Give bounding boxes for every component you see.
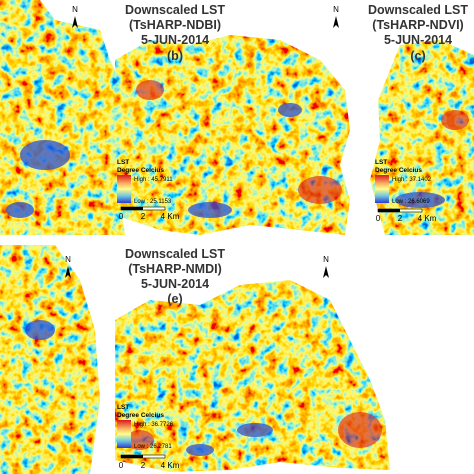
legend-high: High : 36.7726 <box>134 422 174 428</box>
title-line: (TsHARP-NDBI) <box>129 18 221 32</box>
legend-title: LST <box>117 159 129 166</box>
scale-label: 2 <box>141 461 146 470</box>
scale-label: 0 <box>119 461 124 470</box>
panel-label: (c) <box>410 49 425 63</box>
north-label: N <box>323 255 329 264</box>
title-line: Downscaled LST <box>125 247 225 261</box>
scale-label: 2 <box>141 212 146 221</box>
water <box>6 103 445 456</box>
scale-label: 4 Km <box>161 212 180 221</box>
legend-subtitle: Degree Celcius <box>375 167 422 174</box>
panel-label: (b) <box>167 49 183 63</box>
scale-label: 4 Km <box>418 214 437 223</box>
legend-low: Low : 25.1153 <box>134 199 172 205</box>
panel-b-text: Downscaled LST (TsHARP-NDBI) 5-JUN-2014 … <box>117 3 225 221</box>
scale-label: 4 Km <box>161 461 180 470</box>
legend-low: Low : 26.6069 <box>392 199 430 205</box>
title-line: 5-JUN-2014 <box>141 277 209 291</box>
legend-high: High : 45.7911 <box>134 177 173 183</box>
north-label: N <box>72 5 78 14</box>
north-label: N <box>333 5 339 14</box>
scale-label: 2 <box>398 214 403 223</box>
title-line: Downscaled LST <box>368 3 468 17</box>
title-line: (TsHARP-NDVI) <box>372 18 463 32</box>
title-line: 5-JUN-2014 <box>141 33 209 47</box>
legend-title: LST <box>117 404 129 411</box>
legend-high: High : 37.1402 <box>392 177 432 183</box>
legend-subtitle: Degree Celcius <box>117 412 164 419</box>
legend-low: Low : 26.2781 <box>134 444 172 450</box>
legend-subtitle: Degree Celcius <box>117 167 164 174</box>
title-line: 5-JUN-2014 <box>384 33 452 47</box>
scale-label: 0 <box>119 212 124 221</box>
panel-e-text: Downscaled LST (TsHARP-NMDI) 5-JUN-2014 … <box>117 247 225 470</box>
north-arrows: N N N N <box>65 5 339 278</box>
panel-label: (e) <box>167 292 182 306</box>
title-line: Downscaled LST <box>125 3 225 17</box>
panel-c-text: Downscaled LST (TsHARP-NDVI) 5-JUN-2014 … <box>368 3 468 223</box>
hotspots <box>126 80 469 450</box>
title-line: (TsHARP-NMDI) <box>128 262 222 276</box>
scale-label: 0 <box>376 214 381 223</box>
north-label: N <box>65 255 71 264</box>
legend-title: LST <box>375 159 387 166</box>
